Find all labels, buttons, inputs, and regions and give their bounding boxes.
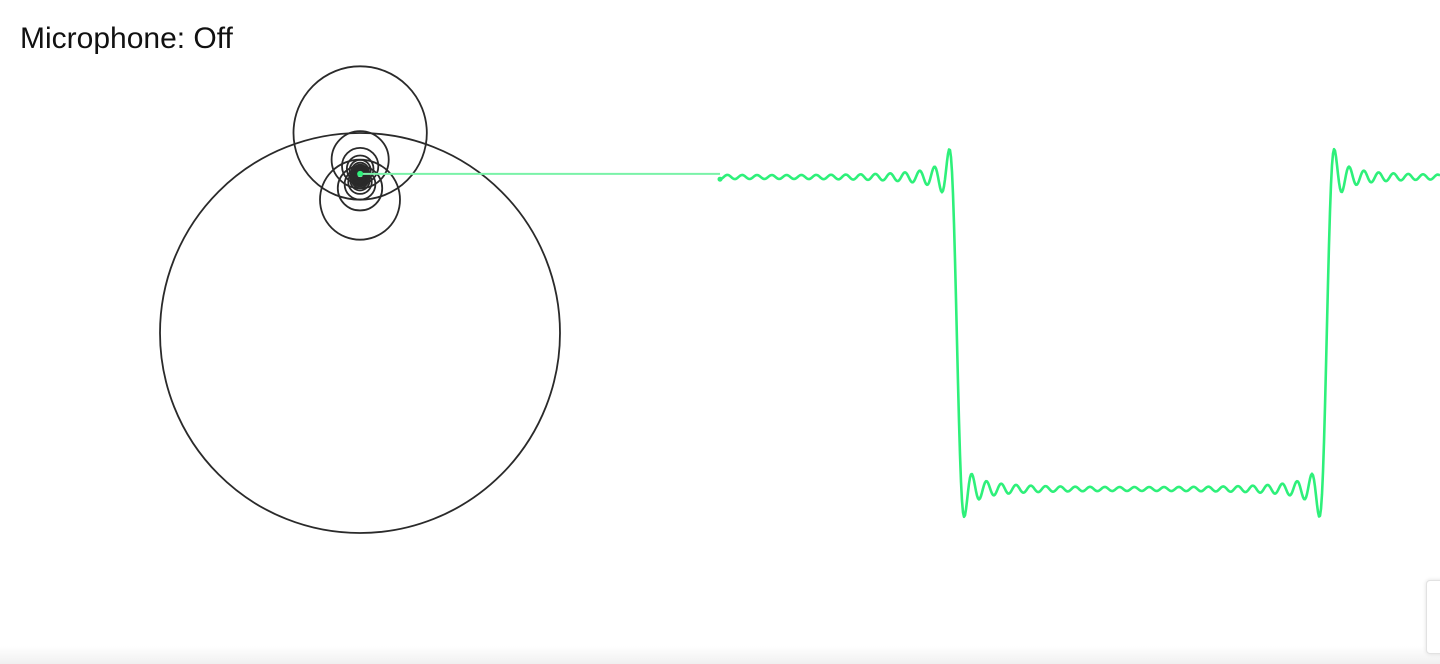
epicycle-circle: [159, 132, 561, 534]
microphone-status: Microphone: Off: [20, 22, 233, 55]
wave-start-dot: [717, 176, 723, 182]
corner-panel-edge[interactable]: [1426, 580, 1440, 654]
bottom-edge-shadow: [0, 646, 1440, 664]
square-wave-trace: [719, 147, 1440, 519]
epicycle-circles: [159, 65, 561, 534]
pen-tip-dot: [357, 170, 364, 177]
